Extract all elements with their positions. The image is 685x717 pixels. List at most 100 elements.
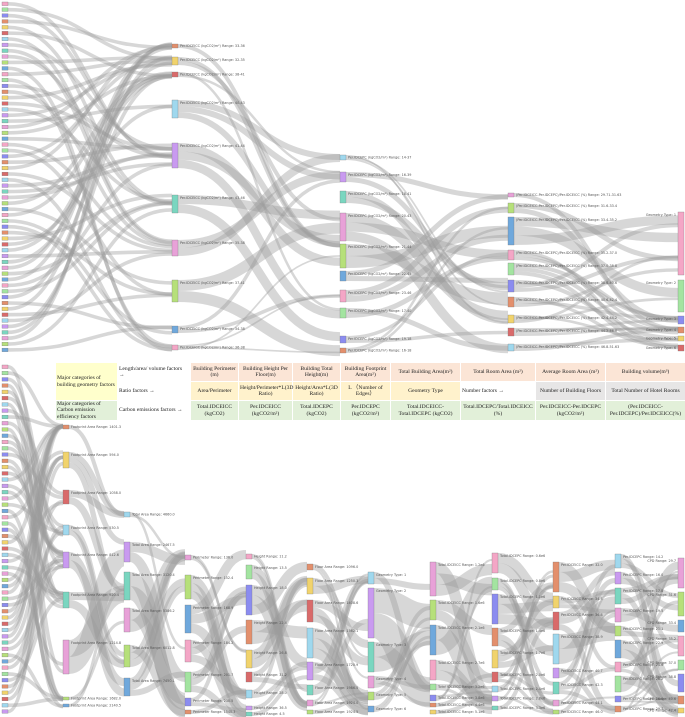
sankey-node bbox=[1, 615, 9, 620]
sankey-link bbox=[513, 223, 679, 288]
sankey-link bbox=[7, 461, 64, 714]
sankey-link bbox=[558, 588, 616, 702]
sankey-link bbox=[177, 74, 341, 174]
node-label: Perimeter Range: 152.4 bbox=[193, 576, 233, 580]
sankey-link bbox=[7, 143, 173, 164]
sankey-link bbox=[7, 365, 64, 600]
sankey-link bbox=[7, 697, 64, 708]
sankey-link bbox=[251, 661, 308, 710]
sankey-link bbox=[7, 597, 64, 682]
table-cell: Total Room Area (m²) bbox=[460, 362, 536, 382]
node-label: Geometry Type: 5 bbox=[646, 337, 676, 341]
node-label: Floor Area Range: 1924.5 bbox=[315, 710, 358, 714]
sankey-node bbox=[1, 54, 9, 59]
sankey-link bbox=[513, 226, 679, 298]
sankey-link bbox=[68, 592, 125, 602]
sankey-link bbox=[513, 314, 679, 341]
sankey-node bbox=[367, 587, 375, 639]
table-row: Ratio factors → Area/Perimeter Height/Pe… bbox=[56, 381, 685, 401]
node-label: Total.IDCEPC Range: 2.4e6 bbox=[499, 687, 545, 691]
node-label: Per.IDCEICC (kgCO2/m²) Range: 37-41 bbox=[180, 281, 245, 285]
node-label: Total.IDCEICC Range: 1.2e6 bbox=[437, 563, 485, 567]
sankey-node bbox=[1, 402, 9, 407]
sankey-link bbox=[497, 586, 554, 706]
sankey-node bbox=[491, 649, 499, 669]
sankey-link bbox=[345, 276, 509, 283]
table-cell: Total.IDCEPC/Total.IDCEICC (%) bbox=[460, 399, 536, 422]
node-label: Per.IDCEICC Range: 32.0 bbox=[561, 563, 603, 567]
sankey-node bbox=[245, 564, 253, 580]
sankey-link bbox=[558, 696, 616, 704]
sankey-link bbox=[7, 446, 64, 559]
sankey-link bbox=[497, 640, 554, 706]
sankey-node bbox=[491, 671, 499, 683]
sankey-link bbox=[497, 594, 554, 656]
sankey-node bbox=[1, 83, 9, 88]
sankey-node bbox=[1, 177, 9, 182]
table-cell: Building Height Per Floor(m) bbox=[238, 362, 293, 382]
table-cell: Average Room Area (m²) bbox=[535, 362, 606, 382]
node-label: Total.IDCEPC Range: 1.1e6 bbox=[499, 595, 545, 599]
sankey-link bbox=[620, 576, 679, 622]
sankey-link bbox=[7, 564, 64, 689]
sankey-link bbox=[513, 319, 679, 334]
sankey-link bbox=[7, 421, 64, 537]
node-label: Total Area Range: 7450.1 bbox=[131, 679, 175, 683]
node-label: Perimeter Range: 168.9 bbox=[193, 606, 233, 610]
sankey-link bbox=[7, 390, 64, 568]
sankey-link bbox=[513, 297, 679, 349]
sankey-link bbox=[620, 651, 679, 698]
sankey-node bbox=[1, 465, 9, 470]
sankey-link bbox=[558, 559, 616, 582]
sankey-link bbox=[177, 112, 341, 248]
sankey-link bbox=[312, 576, 369, 674]
sankey-node bbox=[507, 192, 515, 198]
node-label: Total Area Range: 2467.5 bbox=[131, 543, 175, 547]
sankey-link bbox=[7, 415, 64, 429]
sankey-node bbox=[306, 599, 314, 623]
sankey-node bbox=[677, 557, 685, 589]
sankey-node bbox=[1, 119, 9, 124]
sankey-link bbox=[312, 607, 369, 703]
sankey-node bbox=[1, 31, 9, 36]
sankey-link bbox=[345, 206, 509, 296]
sankey-node bbox=[677, 619, 685, 633]
sankey-link bbox=[190, 592, 247, 702]
sankey-link bbox=[345, 330, 509, 343]
sankey-link bbox=[128, 549, 187, 632]
sankey-link bbox=[435, 558, 493, 701]
sankey-node bbox=[491, 705, 499, 711]
sankey-node bbox=[1, 19, 9, 24]
sankey-node bbox=[1, 590, 9, 595]
sankey-link bbox=[190, 685, 247, 717]
node-label: Footprint Area Range: 812.6 bbox=[71, 553, 119, 557]
node-label: Per.IDCEPC Range: 24.6 bbox=[623, 663, 663, 667]
sankey-node bbox=[1, 13, 9, 18]
node-label: Total.IDCEICC Range: 3.2e6 bbox=[437, 685, 485, 689]
node-label: Footprint Area Range: 1401.3 bbox=[71, 425, 121, 429]
sankey-node bbox=[614, 553, 622, 569]
sankey-node bbox=[507, 216, 515, 246]
sankey-link bbox=[7, 325, 173, 352]
node-label: Height Range: 36.5 bbox=[254, 706, 287, 710]
sankey-node bbox=[1, 364, 9, 369]
node-label: (Per.IDCEICC-Per.IDCEPC)/Per.IDCEICC (%)… bbox=[516, 218, 617, 222]
sankey-link bbox=[7, 142, 173, 249]
table-cell: Ratio factors → bbox=[117, 381, 191, 401]
sankey-node bbox=[306, 661, 314, 681]
node-label: CPD Range: 40.6 bbox=[647, 697, 676, 701]
sankey-link bbox=[7, 249, 173, 258]
sankey-link bbox=[513, 255, 679, 324]
sankey-link bbox=[7, 471, 64, 556]
sankey-node bbox=[62, 551, 70, 569]
sankey-link bbox=[7, 25, 173, 205]
sankey-link bbox=[497, 621, 554, 710]
sankey-link bbox=[7, 163, 173, 288]
sankey-node bbox=[491, 685, 499, 693]
sankey-node bbox=[677, 326, 685, 334]
sankey-link bbox=[345, 252, 509, 340]
sankey-link bbox=[620, 640, 679, 717]
sankey-node bbox=[306, 563, 314, 571]
sankey-node bbox=[1, 142, 9, 147]
